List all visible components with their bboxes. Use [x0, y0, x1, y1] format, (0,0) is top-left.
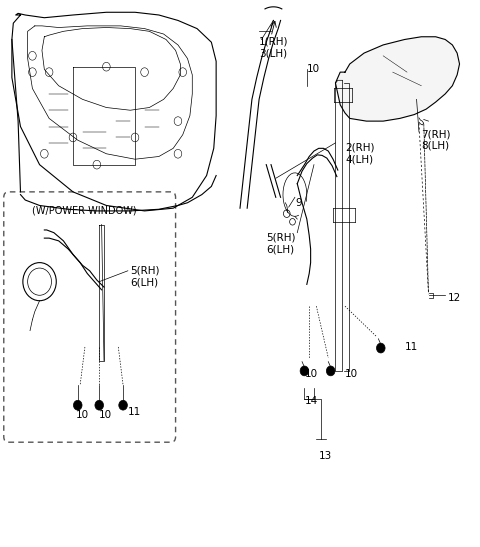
- Text: 5(RH)
6(LH): 5(RH) 6(LH): [266, 233, 296, 254]
- Text: 13: 13: [319, 451, 332, 461]
- Text: 10: 10: [99, 410, 112, 420]
- Text: 12: 12: [447, 293, 461, 303]
- FancyBboxPatch shape: [4, 192, 176, 442]
- Circle shape: [73, 400, 82, 410]
- Circle shape: [376, 343, 385, 353]
- Circle shape: [119, 400, 127, 410]
- Polygon shape: [336, 37, 459, 121]
- Circle shape: [326, 366, 335, 376]
- Circle shape: [95, 400, 104, 410]
- Text: 2(RH)
4(LH): 2(RH) 4(LH): [345, 143, 374, 165]
- Text: 11: 11: [405, 342, 418, 352]
- Text: 11: 11: [128, 408, 141, 417]
- Text: 10: 10: [75, 410, 88, 420]
- Text: 1(RH)
3(LH): 1(RH) 3(LH): [259, 37, 288, 59]
- Text: (W/POWER WINDOW): (W/POWER WINDOW): [33, 206, 137, 216]
- Text: 5(RH)
6(LH): 5(RH) 6(LH): [130, 265, 160, 287]
- Text: 10: 10: [345, 369, 358, 379]
- Text: 9: 9: [295, 198, 301, 208]
- Text: 14: 14: [304, 397, 318, 406]
- Text: 7(RH)
8(LH): 7(RH) 8(LH): [421, 130, 451, 151]
- Circle shape: [300, 366, 309, 376]
- Text: 10: 10: [307, 65, 320, 74]
- Text: 10: 10: [304, 369, 318, 379]
